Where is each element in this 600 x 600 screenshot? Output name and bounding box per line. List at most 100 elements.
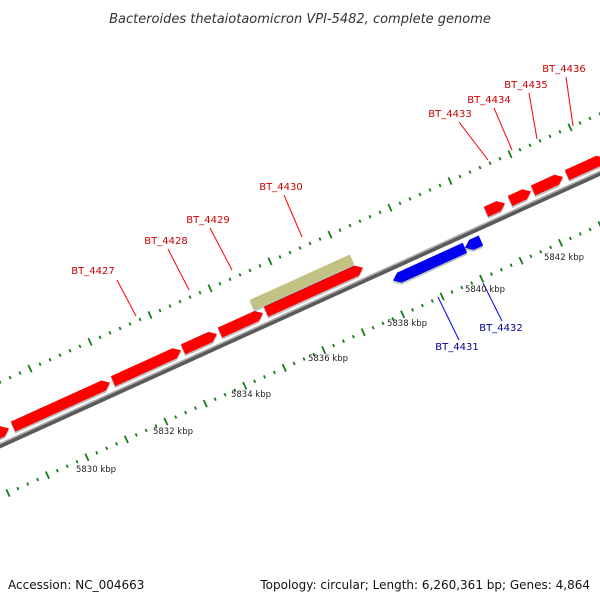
gene-feature[interactable] — [530, 174, 563, 196]
tick-mark — [26, 482, 30, 486]
tick-mark — [358, 219, 362, 224]
tick-mark — [218, 281, 222, 286]
scale-tick-label: 5840 kbp — [465, 285, 505, 295]
tick-mark — [174, 415, 178, 419]
tick-mark — [578, 121, 582, 125]
tick-mark — [509, 263, 513, 268]
tick-mark — [439, 292, 445, 301]
accession-value: NC_004663 — [75, 578, 145, 592]
tick-mark — [267, 257, 273, 266]
gene-label[interactable]: BT_4427 — [71, 266, 114, 277]
gene-label[interactable]: BT_4434 — [467, 95, 510, 106]
gene-feature[interactable] — [110, 348, 181, 387]
tick-mark — [447, 176, 453, 186]
tick-mark — [202, 399, 208, 408]
tick-mark — [58, 353, 62, 358]
tick-mark — [518, 256, 524, 265]
tick-mark — [8, 375, 12, 380]
gene-leader-line — [528, 92, 538, 140]
tick-mark — [115, 442, 119, 446]
tick-mark — [198, 290, 202, 295]
gene-leader-line — [167, 248, 190, 291]
gene-feature[interactable] — [180, 331, 217, 355]
gene-label[interactable]: BT_4430 — [259, 182, 302, 193]
tick-mark — [499, 267, 503, 272]
gene-feature[interactable] — [10, 380, 110, 432]
tick-mark — [478, 165, 482, 170]
tick-mark — [154, 424, 158, 428]
tick-mark — [418, 192, 422, 197]
tick-mark — [233, 388, 237, 393]
tick-mark — [213, 397, 217, 402]
tick-mark — [263, 375, 267, 379]
gene-label[interactable]: BT_4436 — [542, 64, 585, 75]
tick-mark — [36, 477, 40, 482]
tick-mark — [538, 138, 542, 143]
tick-mark — [242, 381, 248, 390]
tick-mark — [578, 232, 582, 236]
gene-feature[interactable] — [507, 189, 531, 206]
tick-mark — [78, 344, 82, 349]
gene-label[interactable]: BT_4433 — [428, 109, 471, 120]
tick-mark — [458, 174, 462, 179]
tick-mark — [178, 299, 182, 304]
tick-mark — [398, 201, 402, 206]
tick-mark — [348, 223, 352, 228]
gene-label[interactable]: BT_4435 — [504, 80, 547, 91]
tick-mark — [55, 468, 59, 473]
gene-label[interactable]: BT_4429 — [186, 215, 229, 226]
tick-mark — [87, 337, 93, 346]
tick-mark — [95, 450, 99, 455]
tick-mark — [371, 325, 375, 330]
tick-mark — [228, 277, 232, 282]
tick-mark — [207, 284, 213, 293]
tick-mark — [75, 459, 79, 464]
gene-leader-line — [437, 296, 460, 341]
tick-mark — [272, 370, 276, 375]
tick-mark — [105, 446, 109, 451]
gene-feature[interactable] — [217, 311, 263, 338]
tick-mark — [184, 410, 188, 415]
gene-label[interactable]: BT_4431 — [435, 342, 478, 353]
tick-mark — [18, 371, 22, 375]
tick-mark — [238, 272, 242, 277]
gene-feature[interactable] — [0, 426, 9, 444]
tick-mark — [223, 392, 227, 397]
gene-feature[interactable] — [263, 265, 363, 317]
tick-mark — [338, 228, 342, 232]
tick-mark — [438, 183, 442, 188]
tick-mark — [488, 161, 492, 165]
tick-mark — [168, 304, 172, 308]
reverse-tick-track — [5, 220, 600, 498]
gene-label[interactable]: BT_4432 — [479, 323, 522, 334]
tick-mark — [44, 471, 50, 480]
tick-mark — [292, 361, 296, 366]
genome-backbone — [0, 170, 600, 449]
tick-mark — [193, 406, 197, 410]
gene-feature[interactable] — [564, 155, 600, 181]
tick-mark — [549, 245, 553, 250]
tick-mark — [539, 249, 543, 254]
scale-tick-label: 5838 kbp — [387, 319, 427, 329]
tick-mark — [308, 241, 312, 246]
gene-leader-line — [116, 279, 137, 317]
tick-mark — [5, 488, 11, 498]
tick-mark — [558, 130, 562, 134]
gene-feature[interactable] — [393, 242, 468, 283]
gene-leader-line — [283, 194, 303, 238]
tick-mark — [360, 328, 366, 337]
tick-mark — [391, 316, 395, 321]
scale-tick-label: 5842 kbp — [544, 253, 584, 263]
tick-mark — [368, 214, 372, 219]
tick-mark — [98, 335, 102, 340]
tick-mark — [351, 334, 355, 339]
gene-feature[interactable] — [465, 235, 484, 250]
accession-label: Accession: — [8, 578, 72, 592]
tick-mark — [158, 308, 162, 313]
tick-mark — [108, 331, 112, 335]
tick-mark — [278, 255, 282, 259]
tick-mark — [567, 123, 573, 132]
gene-feature[interactable] — [249, 254, 355, 310]
gene-feature[interactable] — [483, 201, 505, 217]
gene-label[interactable]: BT_4428 — [144, 236, 187, 247]
